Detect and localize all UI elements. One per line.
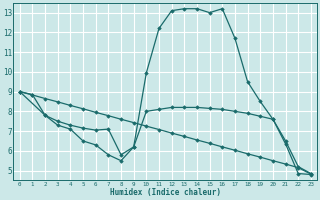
X-axis label: Humidex (Indice chaleur): Humidex (Indice chaleur) <box>110 188 221 197</box>
